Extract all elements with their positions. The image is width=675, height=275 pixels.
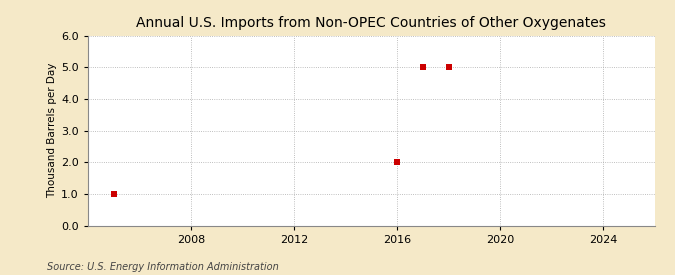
Text: Source: U.S. Energy Information Administration: Source: U.S. Energy Information Administ… [47,262,279,272]
Title: Annual U.S. Imports from Non-OPEC Countries of Other Oxygenates: Annual U.S. Imports from Non-OPEC Countr… [136,16,606,31]
Y-axis label: Thousand Barrels per Day: Thousand Barrels per Day [47,63,57,198]
